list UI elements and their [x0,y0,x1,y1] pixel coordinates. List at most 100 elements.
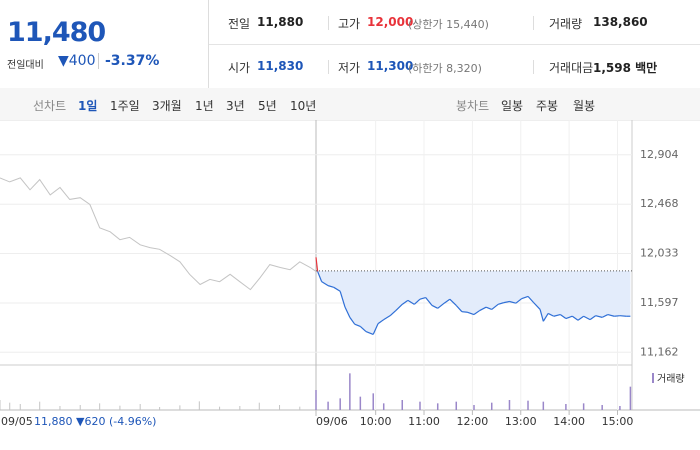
price-segment [395,303,403,312]
date-label: 09/06 [316,415,348,428]
period-tab[interactable]: 1일 [78,99,98,113]
volume-bar [39,401,41,410]
volume-bar [179,405,181,410]
price-segment [509,300,517,304]
price-segment [449,298,457,306]
price-segment [614,315,620,317]
change: ▼400 [58,53,96,69]
y-tick-label: 11,162 [640,345,679,358]
price-segment [565,315,573,320]
price-segment [389,310,397,317]
stat-value: 12,000 [367,15,414,29]
volume-bar [629,386,632,410]
price-segment [333,286,341,292]
price-segment [321,281,329,287]
row-divider [209,44,700,45]
stat-label: 고가 [338,17,361,31]
price-segment [589,315,597,321]
y-tick-label: 12,033 [640,247,679,260]
change-label: 전일대비 [7,60,44,71]
stat-label: 시가 [228,61,251,75]
period-tabs: 선차트 1일 1주일 3개월 1년 3년 5년 10년 봉차트 일봉 주봉 월봉 [0,88,700,121]
price-segment [485,306,492,310]
y-tick-label: 12,904 [640,148,679,161]
change-percent: -3.37% [98,53,159,69]
volume-bar [327,401,329,410]
price-segment [431,304,438,309]
price-segment [572,315,579,321]
price-segment [419,296,426,300]
price-segment [344,306,351,318]
price-segment [315,257,319,272]
volume-bar [372,393,374,410]
volume-bar [527,400,529,410]
price-segment [327,285,334,288]
x-tick-label: 15:00 [602,415,634,428]
volume-bar [239,406,241,410]
price-segment [577,315,584,321]
x-tick-label: 10:00 [360,415,392,428]
price-segment [595,315,603,318]
stat-value: 11,300 [367,59,414,73]
volume-bar [119,405,121,410]
price-segment [407,299,415,305]
volume-bar [601,405,603,410]
stat-note: (하한가 8,320) [408,62,482,75]
period-tab[interactable]: 1주일 [110,99,140,113]
stat-value: 1,598 백만 [593,61,658,75]
price-segment [491,303,499,310]
volume-bar [19,404,21,410]
stat-value: 11,830 [257,59,304,73]
summary-header: 11,480 전일대비 ▼400 -3.37% 전일 11,880 고가 12,000… [0,0,700,89]
volume-bar [339,398,341,410]
period-tab[interactable]: 5년 [258,99,277,113]
legend-swatch [652,373,654,383]
price-segment [365,330,374,335]
price-segment [377,319,385,325]
price-segment [559,314,567,319]
volume-bar [159,407,161,410]
price-segment [539,309,544,322]
volume-bar [0,400,1,410]
volume-bar [59,406,61,410]
y-tick-label: 11,597 [640,296,679,309]
volume-bar [565,404,567,410]
volume-bar [99,403,101,410]
volume-bar [349,373,351,410]
period-tab[interactable]: 3년 [226,99,245,113]
volume-bar [542,401,545,410]
candle-tab[interactable]: 주봉 [536,99,559,113]
volume-bar [508,400,511,410]
price-segment [455,305,463,313]
candle-tab[interactable]: 일봉 [501,99,524,113]
volume-bar [258,402,260,410]
separator [328,60,329,74]
x-tick-label: 11:00 [408,415,440,428]
volume-bar [359,396,362,410]
price-segment [354,323,361,328]
price-segment [527,295,535,304]
price-segment [401,299,409,305]
period-tab[interactable]: 1년 [195,99,214,113]
separator [533,16,534,30]
tab-group-label: 봉차트 [456,99,490,113]
volume-bar [79,405,81,410]
price-segment [547,312,555,317]
stat-value: 138,860 [593,15,648,29]
price-segment [461,311,468,313]
price-segment [413,298,421,305]
period-tab[interactable]: 3개월 [152,99,182,113]
price-segment [425,297,433,306]
price-segment [601,314,609,318]
volume-bar [299,406,301,410]
y-tick-label: 12,468 [640,197,679,210]
candle-tab[interactable]: 월봉 [573,99,596,113]
x-tick-label: 14:00 [553,415,585,428]
period-tab[interactable]: 10년 [290,99,317,113]
x-tick-label: 13:00 [505,415,537,428]
volume-bar [139,404,141,410]
price-box: 11,480 전일대비 ▼400 -3.37% [0,0,209,88]
price-segment [553,313,561,317]
price-segment [479,306,487,312]
